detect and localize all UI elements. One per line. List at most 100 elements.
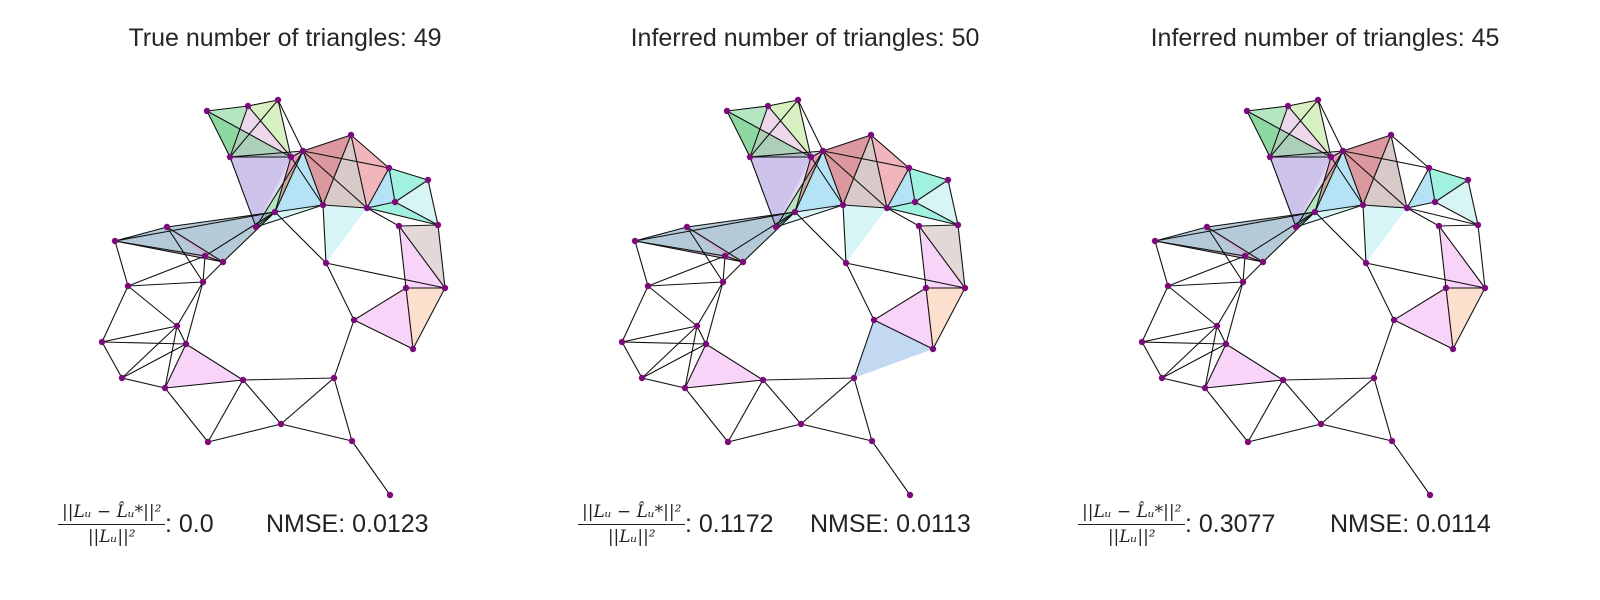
triangle-face	[854, 320, 933, 378]
graph-edge	[1467, 179, 1479, 226]
graph-edge	[290, 156, 324, 206]
graph-edge	[1362, 204, 1408, 209]
graph-node	[1259, 258, 1267, 266]
graph-node	[402, 284, 410, 292]
graph-edge	[696, 281, 724, 327]
graph-edge	[621, 325, 698, 343]
graph-node	[201, 252, 209, 260]
triangle-face	[887, 168, 915, 208]
graph-edge	[1262, 211, 1316, 263]
triangle-face	[685, 344, 763, 388]
graph-edge	[842, 204, 888, 209]
graph-edge	[185, 343, 244, 381]
graph-edge	[114, 240, 206, 257]
graph-edge	[333, 377, 353, 442]
graph-edge	[925, 287, 934, 350]
graph-edge	[121, 325, 178, 379]
triangle-face	[207, 106, 248, 157]
graph-node	[1339, 147, 1347, 155]
graph-edge	[1154, 240, 1169, 287]
triangle-face	[1315, 151, 1363, 212]
triangle-face	[909, 168, 948, 202]
graph-edge	[164, 387, 209, 443]
graph-node	[868, 437, 876, 445]
graph-edge	[394, 179, 429, 203]
graph-edge	[350, 134, 368, 209]
graph-edge	[398, 224, 439, 227]
graph-node	[363, 204, 371, 212]
graph-edge	[647, 281, 724, 287]
graph-edge	[749, 105, 769, 158]
graph-edge	[1206, 211, 1316, 228]
graph-edge	[302, 134, 352, 152]
graph-edge	[886, 167, 910, 209]
graph-edge	[1141, 285, 1169, 343]
graph-node	[1222, 340, 1230, 348]
graph-node	[807, 153, 815, 161]
graph-node	[239, 376, 247, 384]
graph-node	[322, 259, 330, 267]
graph-edge	[127, 255, 206, 287]
graph-node	[1241, 252, 1249, 260]
triangle-face	[395, 180, 438, 225]
graph-edge	[437, 224, 446, 289]
metrics-footer: ||Lᵤ − L̂ᵤ*||² ||Lᵤ||² : 0.3077 NMSE: 0.…	[1060, 498, 1590, 568]
graph-edge	[274, 211, 327, 264]
graph-node	[644, 282, 652, 290]
graph-node	[1449, 345, 1457, 353]
triangle-face	[1363, 205, 1407, 263]
triangle-face	[823, 135, 887, 208]
graph-edge	[277, 99, 304, 152]
graph-edge	[726, 105, 769, 112]
graph-edge	[114, 211, 276, 242]
graph-node	[1292, 223, 1300, 231]
simplicial-complex-graph	[1138, 96, 1489, 499]
graph-edge	[1269, 150, 1344, 158]
graph-edge	[302, 150, 390, 169]
graph-node	[1481, 284, 1489, 292]
graph-edge	[114, 226, 168, 242]
graph-node	[1317, 420, 1325, 428]
triangle-face	[768, 100, 811, 157]
triangle-face	[727, 106, 768, 157]
graph-edge	[705, 281, 724, 345]
graph-node	[118, 374, 126, 382]
graph-edge	[166, 226, 224, 263]
graph-node	[1403, 204, 1411, 212]
graph-edge	[1317, 99, 1344, 152]
graph-edge	[727, 423, 802, 443]
graph-edge	[1406, 207, 1479, 226]
graph-node	[911, 198, 919, 206]
graph-edge	[202, 255, 206, 283]
graph-edge	[767, 99, 799, 107]
triangle-face	[303, 135, 351, 205]
graph-node	[1284, 102, 1292, 110]
graph-edge	[325, 262, 355, 321]
triangle-face	[323, 205, 367, 263]
triangle-face	[230, 151, 303, 227]
graph-node	[441, 284, 449, 292]
graph-edge	[1141, 341, 1227, 345]
graph-edge	[242, 377, 335, 381]
graph-edge	[1393, 287, 1447, 321]
graph-edge	[1362, 134, 1392, 206]
error-denominator: ||Lᵤ||²	[87, 527, 136, 547]
graph-edge	[274, 204, 324, 213]
graph-edge	[1390, 134, 1408, 209]
triangle-face	[687, 212, 795, 262]
triangle-face	[230, 106, 291, 157]
graph-node	[1388, 437, 1396, 445]
graph-edge	[647, 255, 726, 287]
graph-edge	[800, 377, 855, 425]
panel-title: Inferred number of triangles: 45	[1150, 24, 1500, 52]
graph-node	[1239, 278, 1247, 286]
graph-edge	[353, 319, 414, 350]
graph-edge	[1154, 226, 1208, 242]
graph-node	[839, 201, 847, 209]
graph-edge	[722, 255, 726, 283]
error-fraction: ||Lᵤ − L̂ᵤ*||² ||Lᵤ||²	[58, 502, 166, 547]
graph-node	[1201, 384, 1209, 392]
graph-edge	[1373, 319, 1395, 379]
triangle-face	[750, 106, 811, 157]
graph-edge	[1154, 240, 1246, 257]
